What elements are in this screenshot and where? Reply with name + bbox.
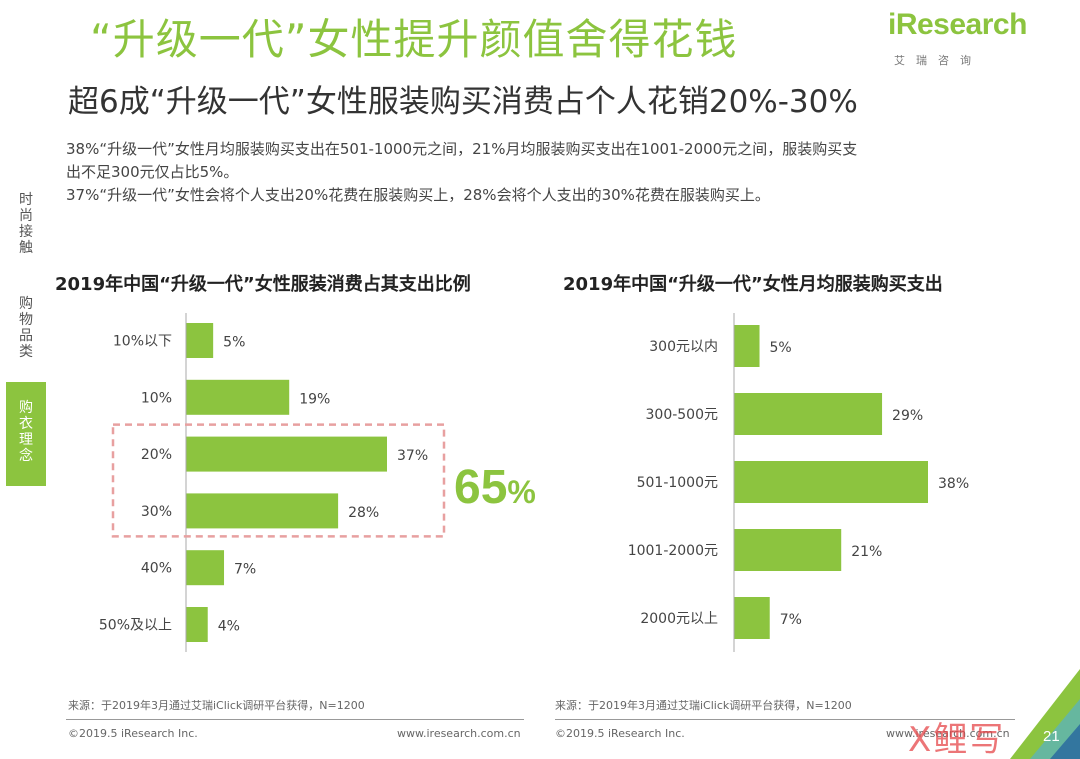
- category-label: 300-500元: [646, 407, 719, 423]
- highlight-stat: 65%: [454, 460, 536, 515]
- bar-1-1: [734, 393, 883, 435]
- category-label: 501-1000元: [637, 475, 718, 491]
- value-label: 7%: [780, 612, 802, 628]
- bar-0-5: [186, 607, 208, 642]
- website-link[interactable]: www.iresearch.com.cn: [397, 727, 521, 740]
- source-note: 来源：于2019年3月通过艾瑞iClick调研平台获得，N=1200: [68, 699, 365, 712]
- value-label: 4%: [218, 619, 240, 635]
- bar-1-3: [734, 529, 842, 571]
- side-nav-item-shopping-category[interactable]: 购 物 品 类: [19, 296, 33, 360]
- logo-brand-text: iResearch: [888, 8, 1027, 41]
- description-line: 38%“升级一代”女性月均服装购买支出在501-1000元之间，21%月均服装购…: [66, 140, 858, 158]
- value-label: 5%: [223, 335, 245, 351]
- side-nav-item-fashion-contact[interactable]: 时 尚 接 触: [19, 192, 33, 256]
- corner-decoration: [1010, 669, 1080, 759]
- category-label: 10%: [141, 390, 172, 406]
- category-label: 10%以下: [113, 334, 172, 350]
- bar-0-0: [186, 323, 214, 358]
- value-label: 19%: [299, 391, 330, 407]
- page-subtitle: 超6成“升级一代”女性服装购买消费占个人花销20%-30%: [68, 84, 858, 120]
- highlight-unit: %: [507, 474, 536, 510]
- page-title: “升级一代”女性提升颜值舍得花钱: [90, 15, 738, 64]
- category-label: 300元以内: [649, 339, 718, 355]
- category-label: 2000元以上: [640, 611, 718, 627]
- bar-0-3: [186, 493, 339, 529]
- footer-divider: [555, 719, 1015, 720]
- highlight-box: [111, 423, 446, 538]
- side-nav-item-clothing-concept[interactable]: 购 衣 理 念: [6, 382, 46, 486]
- iresearch-logo: iResearch 艾瑞咨询: [888, 8, 1027, 70]
- value-label: 38%: [938, 476, 969, 492]
- footer-divider: [66, 719, 524, 720]
- chart-title-spending-ratio: 2019年中国“升级一代”女性服装消费占其支出比例: [55, 274, 471, 295]
- value-label: 7%: [234, 562, 256, 578]
- description-line: 出不足300元仅占比5%。: [66, 163, 239, 181]
- logo-sub-text: 艾瑞咨询: [894, 54, 982, 67]
- website-link[interactable]: www.iresearch.com.cn: [886, 727, 1010, 740]
- source-note: 来源：于2019年3月通过艾瑞iClick调研平台获得，N=1200: [555, 699, 852, 712]
- description-line: 37%“升级一代”女性会将个人支出20%花费在服装购买上，28%会将个人支出的3…: [66, 186, 770, 204]
- category-label: 1001-2000元: [628, 543, 718, 559]
- bar-0-1: [186, 379, 290, 415]
- copyright-text: ©2019.5 iResearch Inc.: [68, 727, 198, 740]
- category-label: 20%: [141, 447, 172, 463]
- copyright-text: ©2019.5 iResearch Inc.: [555, 727, 685, 740]
- chart-title-monthly-spend: 2019年中国“升级一代”女性月均服装购买支出: [563, 274, 943, 295]
- category-label: 50%及以上: [99, 618, 172, 634]
- page-number: 21: [1043, 728, 1060, 745]
- value-label: 29%: [892, 408, 923, 424]
- bar-0-2: [186, 436, 387, 472]
- value-label: 28%: [348, 505, 379, 521]
- bar-1-0: [734, 325, 760, 367]
- value-label: 21%: [851, 544, 882, 560]
- highlight-number: 65: [454, 461, 508, 514]
- description-block: 38%“升级一代”女性月均服装购买支出在501-1000元之间，21%月均服装购…: [66, 138, 1026, 207]
- value-label: 5%: [770, 340, 792, 356]
- category-label: 40%: [141, 561, 172, 577]
- value-label: 37%: [397, 448, 428, 464]
- bar-0-4: [186, 550, 225, 586]
- watermark-logo: X鲤写: [908, 720, 1006, 759]
- bar-1-4: [734, 597, 770, 639]
- category-label: 30%: [141, 504, 172, 520]
- bar-1-2: [734, 461, 928, 503]
